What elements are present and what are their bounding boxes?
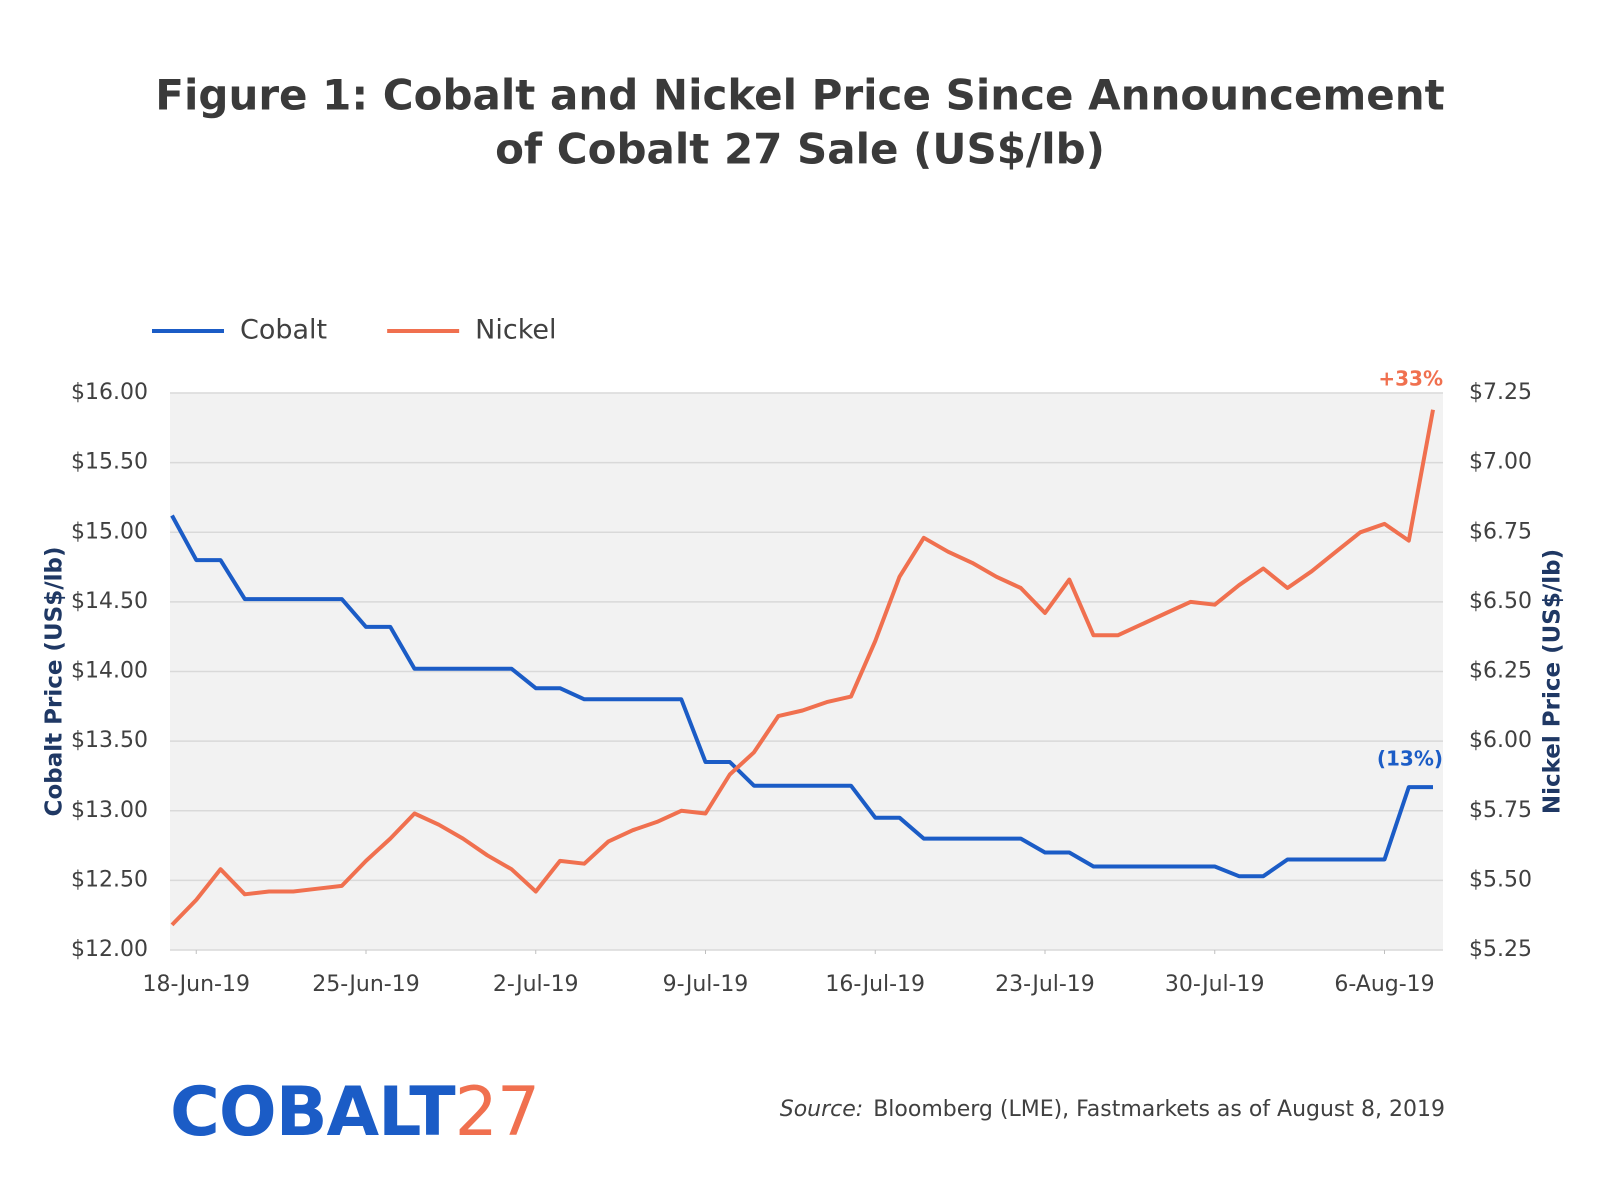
x-tick-label: 2-Jul-19	[493, 972, 579, 997]
y-axis-label: Cobalt Price (US$/lb)	[42, 547, 68, 817]
y-tick-label: $14.50	[71, 589, 148, 614]
x-tick-label: 6-Aug-19	[1334, 972, 1434, 997]
x-tick-label: 9-Jul-19	[663, 972, 749, 997]
y-tick-label: $12.00	[71, 937, 148, 962]
logo: COBALT27	[170, 1073, 539, 1152]
series-line	[170, 409, 1435, 927]
logo-part: COBALT	[170, 1073, 456, 1152]
x-tick-label: 23-Jul-19	[995, 972, 1095, 997]
y-tick-label: $13.50	[71, 728, 148, 753]
y2-tick-label: $7.25	[1469, 380, 1532, 405]
y2-tick-label: $6.25	[1469, 659, 1532, 684]
source-text: Bloomberg (LME), Fastmarkets as of Augus…	[873, 1097, 1445, 1122]
y2-tick-label: $5.50	[1469, 867, 1532, 892]
legend-label: Nickel	[475, 315, 556, 346]
y2-tick-label: $6.75	[1469, 519, 1532, 544]
y2-tick-label: $7.00	[1469, 450, 1532, 475]
y2-tick-label: $5.75	[1469, 798, 1532, 823]
annotation: +33%	[1378, 367, 1443, 391]
logo-part: 27	[455, 1073, 540, 1152]
y-tick-label: $15.00	[71, 519, 148, 544]
y2-tick-label: $5.25	[1469, 937, 1532, 962]
y-tick-label: $12.50	[71, 867, 148, 892]
chart-title: of Cobalt 27 Sale (US$/lb)	[495, 125, 1105, 174]
source-label: Source:	[780, 1097, 863, 1122]
y-tick-label: $15.50	[71, 450, 148, 475]
chart-title: Figure 1: Cobalt and Nickel Price Since …	[155, 71, 1444, 120]
y2-tick-label: $6.50	[1469, 589, 1532, 614]
x-tick-label: 16-Jul-19	[825, 972, 925, 997]
annotation: (13%)	[1377, 747, 1443, 771]
y-tick-label: $16.00	[71, 380, 148, 405]
y-tick-label: $13.00	[71, 798, 148, 823]
legend-label: Cobalt	[240, 315, 327, 346]
x-tick-label: 30-Jul-19	[1165, 972, 1265, 997]
y2-axis-label: Nickel Price (US$/lb)	[1540, 549, 1566, 814]
x-tick-label: 25-Jun-19	[312, 972, 419, 997]
series-line	[170, 514, 1433, 879]
y2-tick-label: $6.00	[1469, 728, 1532, 753]
x-tick-label: 18-Jun-19	[143, 972, 250, 997]
source: Source: Bloomberg (LME), Fastmarkets as o…	[780, 1097, 1445, 1122]
y-tick-label: $14.00	[71, 659, 148, 684]
